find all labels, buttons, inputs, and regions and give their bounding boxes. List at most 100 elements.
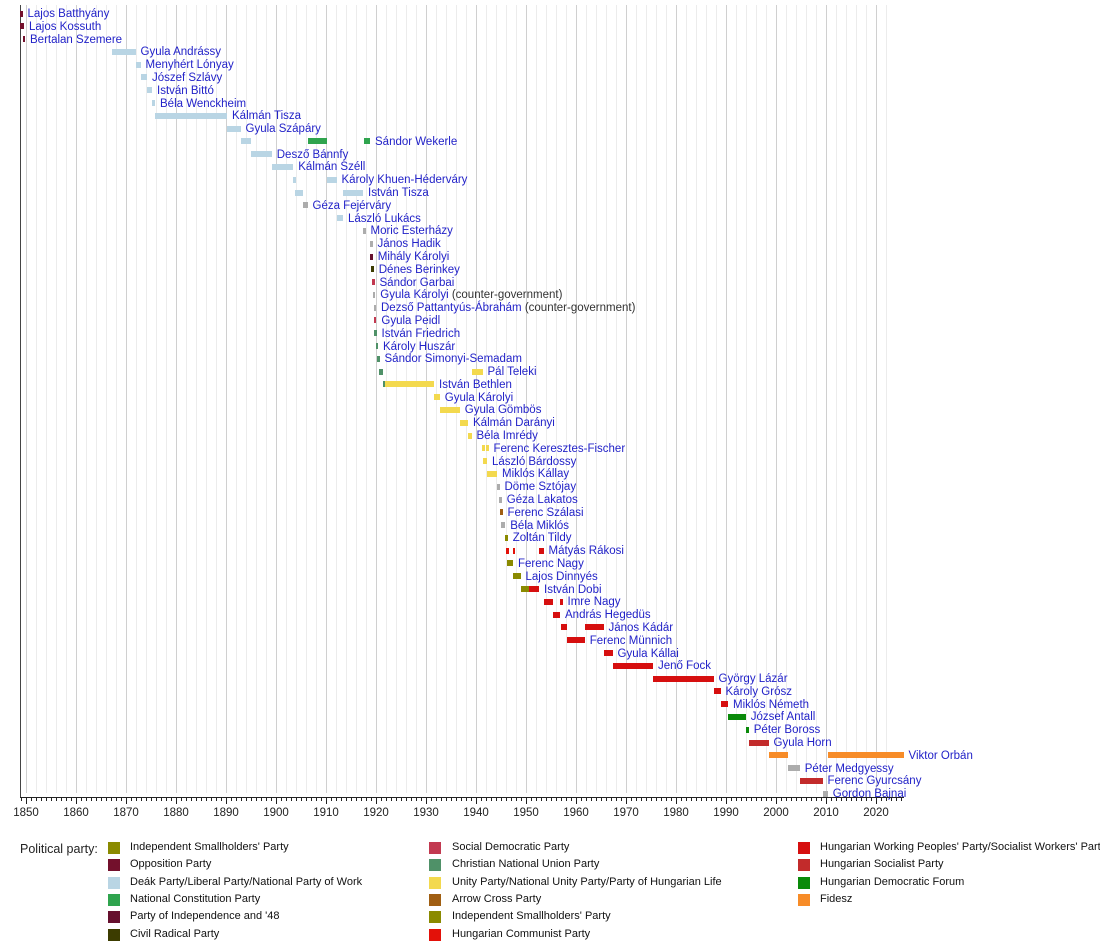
x-axis-major-tick <box>76 798 77 804</box>
x-axis-minor-tick <box>811 798 812 801</box>
year-gridline <box>36 5 37 793</box>
legend-swatch <box>108 893 120 906</box>
x-axis-minor-tick <box>486 798 487 801</box>
decade-gridline <box>776 5 777 793</box>
decade-gridline <box>176 5 177 793</box>
minister-bar <box>748 739 769 746</box>
minister-name-text: Kálmán Tisza <box>232 110 302 123</box>
legend-party-label: Unity Party/National Unity Party/Party o… <box>452 875 722 888</box>
year-gridline <box>736 5 737 793</box>
year-gridline <box>846 5 847 793</box>
minister-name-text: Ferenc Münnich <box>589 634 673 647</box>
year-gridline <box>586 5 587 793</box>
x-axis-minor-tick <box>191 798 192 801</box>
legend-swatch <box>108 928 120 941</box>
minister-bar <box>499 496 502 503</box>
minister-bar <box>487 470 497 477</box>
x-axis-minor-tick <box>111 798 112 801</box>
minister-name-text: Dezső Pattantyús-Ábrahám <box>381 302 522 315</box>
x-axis-tick-label: 1870 <box>113 807 139 819</box>
minister-bar <box>227 125 241 132</box>
minister-name: Mátyás Rákosi <box>549 545 624 557</box>
minister-name: Kálmán Darányi <box>473 417 555 429</box>
x-axis-minor-tick <box>841 798 842 801</box>
year-gridline <box>836 5 837 793</box>
x-axis-minor-tick <box>311 798 312 801</box>
minister-name: István Bethlen <box>439 379 512 391</box>
legend-party-label: Party of Independence and '48 <box>130 910 280 923</box>
x-axis-minor-tick <box>591 798 592 801</box>
minister-bar <box>271 163 294 170</box>
x-axis-minor-tick <box>451 798 452 801</box>
minister-name: Dénes Berinkey <box>379 264 460 276</box>
legend-swatch <box>108 911 120 924</box>
x-axis-minor-tick <box>541 798 542 801</box>
minister-bar <box>22 36 25 43</box>
minister-bar <box>20 10 23 17</box>
x-axis-minor-tick <box>251 798 252 801</box>
legend-swatch <box>429 859 441 872</box>
x-axis-minor-tick <box>186 798 187 801</box>
x-axis-minor-tick <box>211 798 212 801</box>
x-axis-minor-tick <box>521 798 522 801</box>
minister-bar <box>584 624 604 631</box>
x-axis-major-tick <box>826 798 827 804</box>
x-axis-minor-tick <box>536 798 537 801</box>
minister-name: Béla Miklós <box>510 520 569 532</box>
x-axis-minor-tick <box>156 798 157 801</box>
minister-name-text: Pál Teleki <box>487 366 537 379</box>
x-axis-minor-tick <box>746 798 747 801</box>
x-axis-minor-tick <box>471 798 472 801</box>
year-gridline <box>706 5 707 793</box>
year-gridline <box>656 5 657 793</box>
x-axis-minor-tick <box>341 798 342 801</box>
minister-bar <box>713 688 721 695</box>
minister-name: Mihály Károlyi <box>378 251 450 263</box>
x-axis-minor-tick <box>836 798 837 801</box>
x-axis-minor-tick <box>511 798 512 801</box>
x-axis-tick-label: 1910 <box>313 807 339 819</box>
x-axis-minor-tick <box>386 798 387 801</box>
x-axis-minor-tick <box>546 798 547 801</box>
x-axis-minor-tick <box>901 798 902 801</box>
x-axis-minor-tick <box>391 798 392 801</box>
minister-name-text: Ferenc Gyurcsány <box>827 775 922 788</box>
minister-bar <box>520 586 529 593</box>
x-axis-minor-tick <box>556 798 557 801</box>
minister-name: Viktor Orbán <box>909 750 973 762</box>
year-gridline <box>756 5 757 793</box>
minister-bar <box>720 701 728 708</box>
legend-swatch <box>429 893 441 906</box>
x-axis-minor-tick <box>611 798 612 801</box>
x-axis-major-tick <box>126 798 127 804</box>
year-gridline <box>486 5 487 793</box>
x-axis-minor-tick <box>366 798 367 801</box>
minister-bar <box>377 355 380 362</box>
x-axis-minor-tick <box>786 798 787 801</box>
minister-bar <box>251 151 272 158</box>
year-gridline <box>766 5 767 793</box>
minister-name: Géza Lakatos <box>507 494 578 506</box>
minister-name: Döme Sztójay <box>505 481 577 493</box>
minister-name: Gyula Károlyi <box>445 392 513 404</box>
x-axis-minor-tick <box>216 798 217 801</box>
minister-name-text: András Hegedüs <box>565 609 651 622</box>
decade-gridline <box>876 5 877 793</box>
x-axis-minor-tick <box>601 798 602 801</box>
minister-bar <box>768 752 788 759</box>
minister-name: Béla Wenckheim <box>160 98 246 110</box>
minister-name: Bertalan Szemere <box>30 34 122 46</box>
x-axis-minor-tick <box>411 798 412 801</box>
year-gridline <box>856 5 857 793</box>
x-axis-minor-tick <box>781 798 782 801</box>
minister-name-text: Imre Nagy <box>567 596 621 609</box>
minister-name-text: Gyula Horn <box>773 737 832 750</box>
x-axis-minor-tick <box>851 798 852 801</box>
x-axis-minor-tick <box>506 798 507 801</box>
minister-name: István Tisza <box>368 187 429 199</box>
year-gridline <box>806 5 807 793</box>
minister-bar <box>140 74 147 81</box>
legend-party-label: Hungarian Working Peoples' Party/Sociali… <box>820 841 1100 853</box>
x-axis-major-tick <box>26 798 27 804</box>
